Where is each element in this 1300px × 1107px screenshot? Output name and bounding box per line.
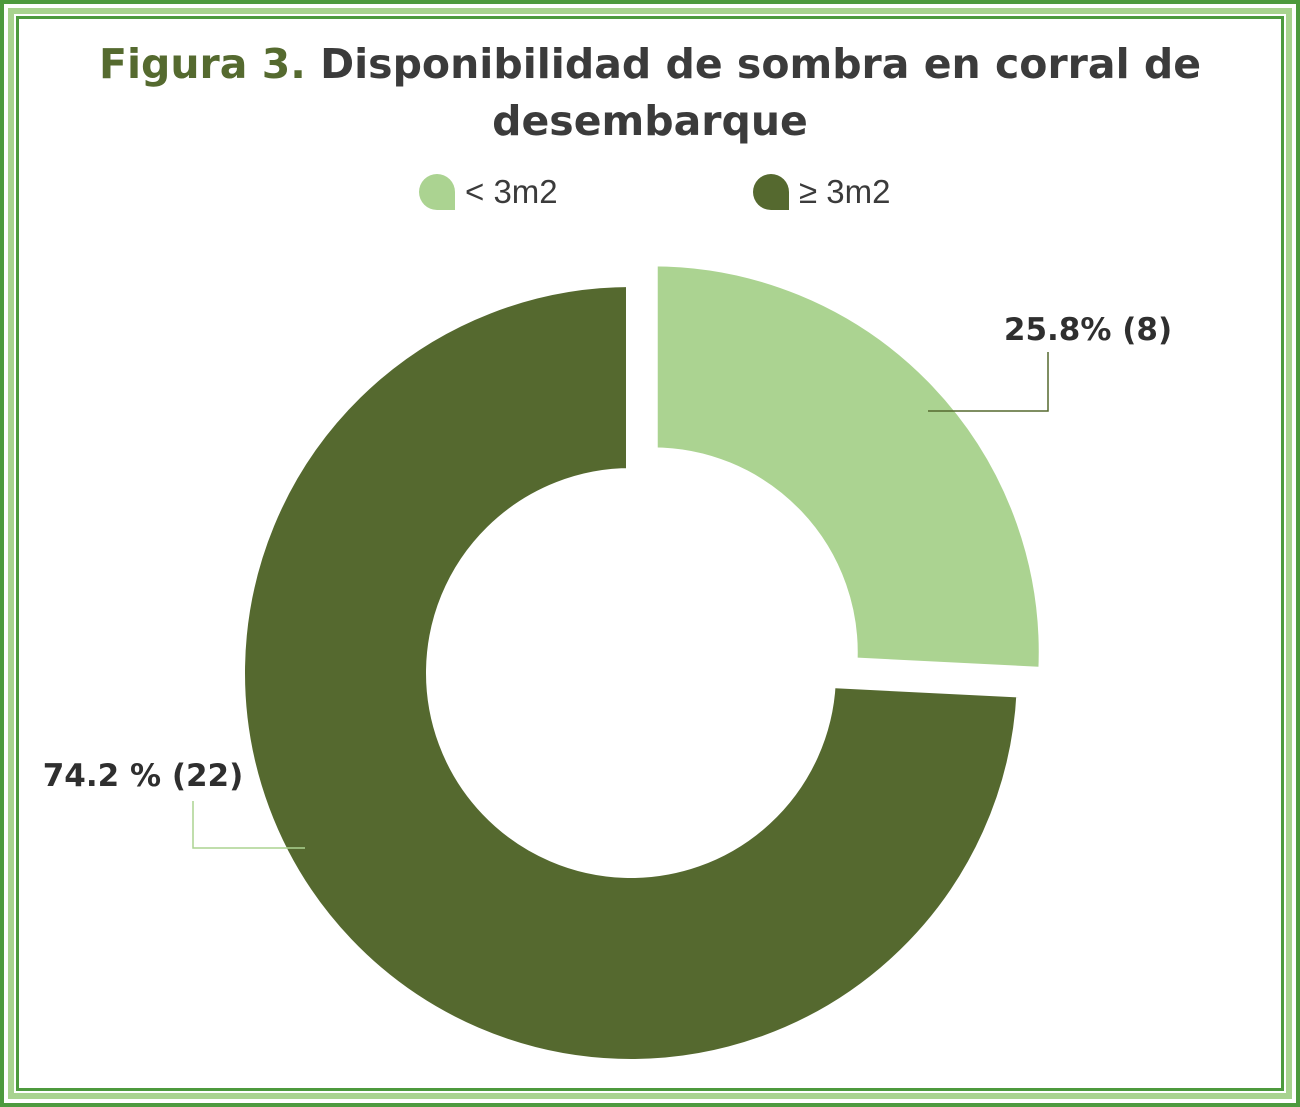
- legend-swatch-lt-3m2: [419, 174, 455, 210]
- donut-slices: [235, 256, 1049, 1069]
- donut-slice-1: [235, 276, 1027, 1069]
- title-text: Disponibilidad de sombra en corral de de…: [320, 40, 1202, 145]
- leader-line-lt-3m2: [928, 352, 1049, 412]
- leader-line-ge-3m2: [192, 801, 305, 849]
- legend-label-ge-3m2: ≥ 3m2: [799, 173, 891, 210]
- legend-item-lt-3m2: < 3m2: [419, 172, 558, 212]
- data-label-lt-3m2: 25.8% (8): [1004, 312, 1172, 348]
- middle-frame: [8, 8, 1292, 1099]
- data-label-ge-3m2: 74.2 % (22): [43, 758, 244, 794]
- leader-lines: [192, 352, 1049, 849]
- donut-slice-0: [647, 256, 1049, 678]
- inner-frame: [16, 16, 1284, 1091]
- legend-label-lt-3m2: < 3m2: [465, 173, 558, 210]
- legend-item-ge-3m2: ≥ 3m2: [753, 172, 890, 212]
- figure-number: Figura 3.: [98, 40, 306, 88]
- chart-title: Figura 3. Disponibilidad de sombra en co…: [60, 36, 1240, 150]
- legend-swatch-ge-3m2: [753, 174, 789, 210]
